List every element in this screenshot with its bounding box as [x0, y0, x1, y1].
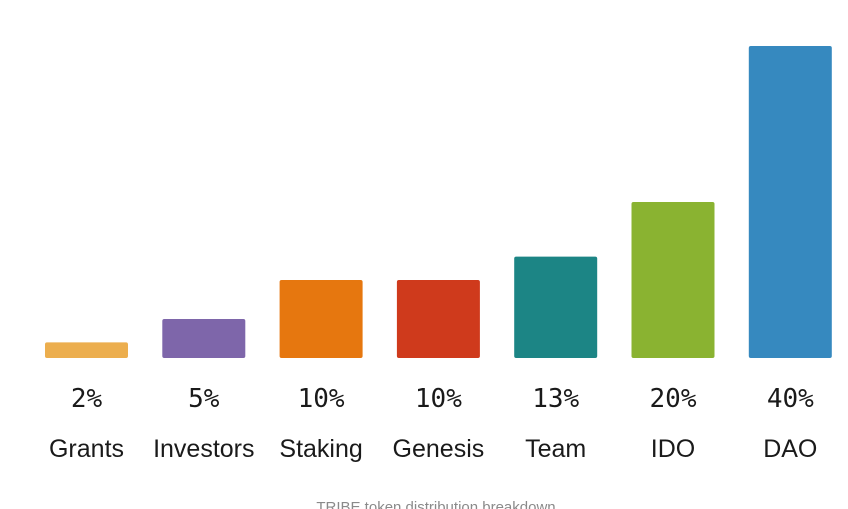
value-label-team: 13% [532, 384, 579, 414]
bar-dao [748, 46, 832, 358]
category-label-genesis: Genesis [393, 435, 485, 463]
bars-group [45, 46, 832, 358]
value-label-grants: 2% [71, 384, 103, 414]
category-label-ido: IDO [651, 435, 695, 463]
bar-staking [279, 280, 363, 358]
bar-investors [162, 319, 246, 358]
value-labels-group: 2% 5% 10% 10% 13% 20% 40% [71, 384, 814, 414]
category-label-dao: DAO [763, 435, 817, 463]
category-label-team: Team [525, 435, 586, 463]
bar-team [514, 256, 598, 358]
category-label-grants: Grants [49, 435, 124, 463]
bar-genesis [396, 280, 480, 358]
value-label-investors: 5% [188, 384, 220, 414]
chart-caption: TRIBE token distribution breakdown [316, 499, 555, 509]
category-labels-group: Grants Investors Staking Genesis Team IDO DAO [49, 435, 817, 463]
value-label-staking: 10% [298, 384, 345, 414]
category-label-investors: Investors [153, 435, 254, 463]
category-label-staking: Staking [279, 435, 362, 463]
value-label-ido: 20% [650, 384, 697, 414]
bar-grants [45, 342, 128, 358]
value-label-genesis: 10% [415, 384, 462, 414]
bar-ido [631, 202, 715, 358]
value-label-dao: 40% [767, 384, 814, 414]
